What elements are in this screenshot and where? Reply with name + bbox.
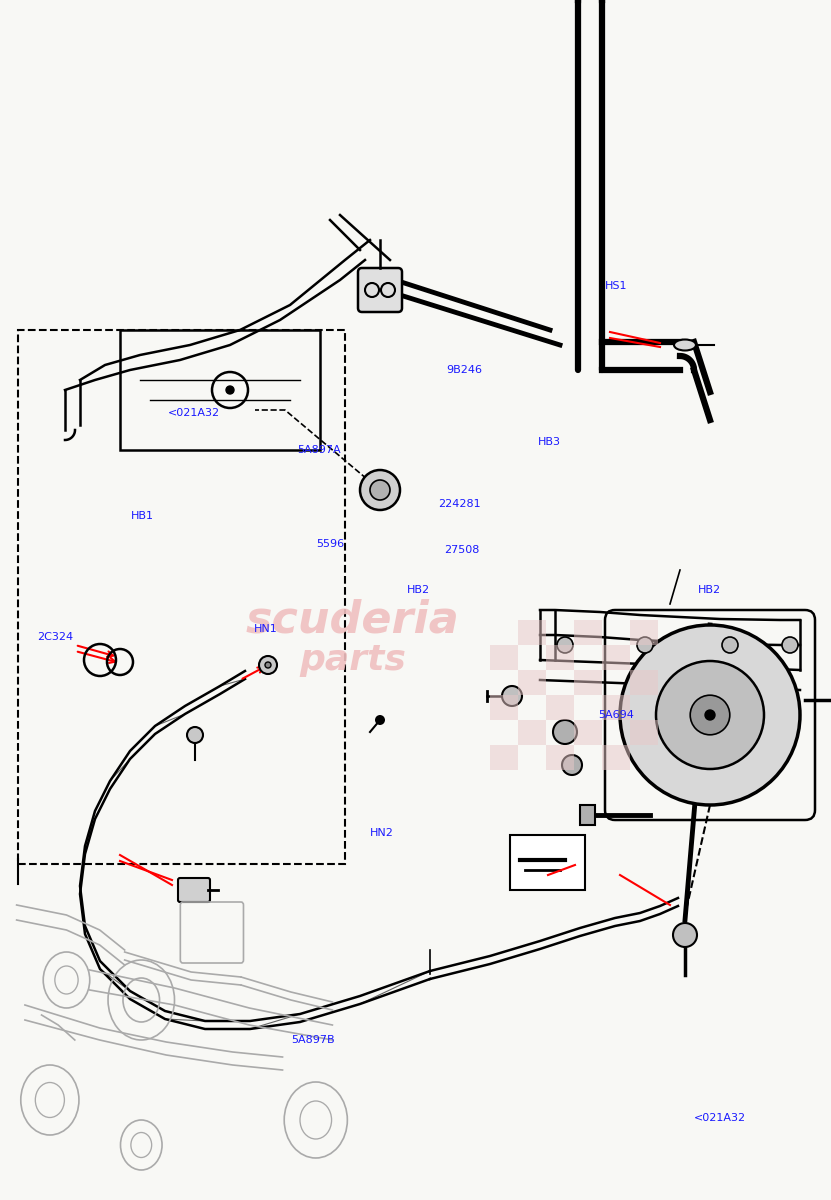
Circle shape (187, 727, 203, 743)
Circle shape (620, 625, 800, 805)
Text: HS1: HS1 (605, 281, 627, 290)
Text: <021A32: <021A32 (168, 408, 220, 418)
Text: <021A32: <021A32 (694, 1114, 746, 1123)
Text: 9B246: 9B246 (446, 365, 482, 374)
Circle shape (360, 470, 400, 510)
Bar (18, 330, 345, 864)
Circle shape (370, 480, 390, 500)
Circle shape (259, 656, 277, 674)
Bar (490, 695, 518, 720)
Bar (580, 805, 595, 826)
Text: HB2: HB2 (698, 586, 721, 595)
Text: 5A897B: 5A897B (291, 1036, 334, 1045)
Bar (510, 835, 585, 890)
Text: 5596: 5596 (316, 539, 344, 548)
Bar (630, 670, 658, 695)
Circle shape (656, 661, 764, 769)
Bar (630, 720, 658, 745)
Circle shape (375, 715, 385, 725)
Ellipse shape (674, 340, 696, 350)
Text: HB3: HB3 (538, 437, 561, 446)
Bar (546, 745, 574, 770)
FancyBboxPatch shape (178, 878, 210, 902)
Bar (518, 620, 546, 646)
Bar (574, 620, 602, 646)
Bar (518, 670, 546, 695)
Text: parts: parts (299, 643, 406, 677)
FancyBboxPatch shape (358, 268, 402, 312)
Circle shape (502, 686, 522, 706)
Text: scuderia: scuderia (246, 599, 460, 642)
Text: 5A897A: 5A897A (297, 445, 341, 455)
Text: 2C324: 2C324 (37, 632, 73, 642)
Circle shape (673, 923, 697, 947)
Bar (490, 745, 518, 770)
Bar (546, 695, 574, 720)
Text: 5A694: 5A694 (598, 710, 634, 720)
Text: HN1: HN1 (253, 624, 278, 634)
Bar (630, 620, 658, 646)
Text: 224281: 224281 (438, 499, 480, 509)
Circle shape (691, 695, 730, 734)
Circle shape (637, 637, 653, 653)
Circle shape (557, 637, 573, 653)
Circle shape (562, 755, 582, 775)
Bar (574, 720, 602, 745)
Bar (602, 646, 630, 670)
Bar (602, 745, 630, 770)
Text: HB1: HB1 (131, 511, 155, 521)
Bar (574, 670, 602, 695)
Bar (518, 720, 546, 745)
Circle shape (553, 720, 577, 744)
Circle shape (265, 662, 271, 668)
Circle shape (226, 386, 234, 394)
Bar (546, 646, 574, 670)
Bar (602, 695, 630, 720)
Bar (490, 646, 518, 670)
Circle shape (782, 637, 798, 653)
Circle shape (705, 710, 715, 720)
Circle shape (722, 637, 738, 653)
Text: HB2: HB2 (407, 586, 430, 595)
Text: HN2: HN2 (370, 828, 394, 838)
Text: 27508: 27508 (445, 545, 480, 554)
